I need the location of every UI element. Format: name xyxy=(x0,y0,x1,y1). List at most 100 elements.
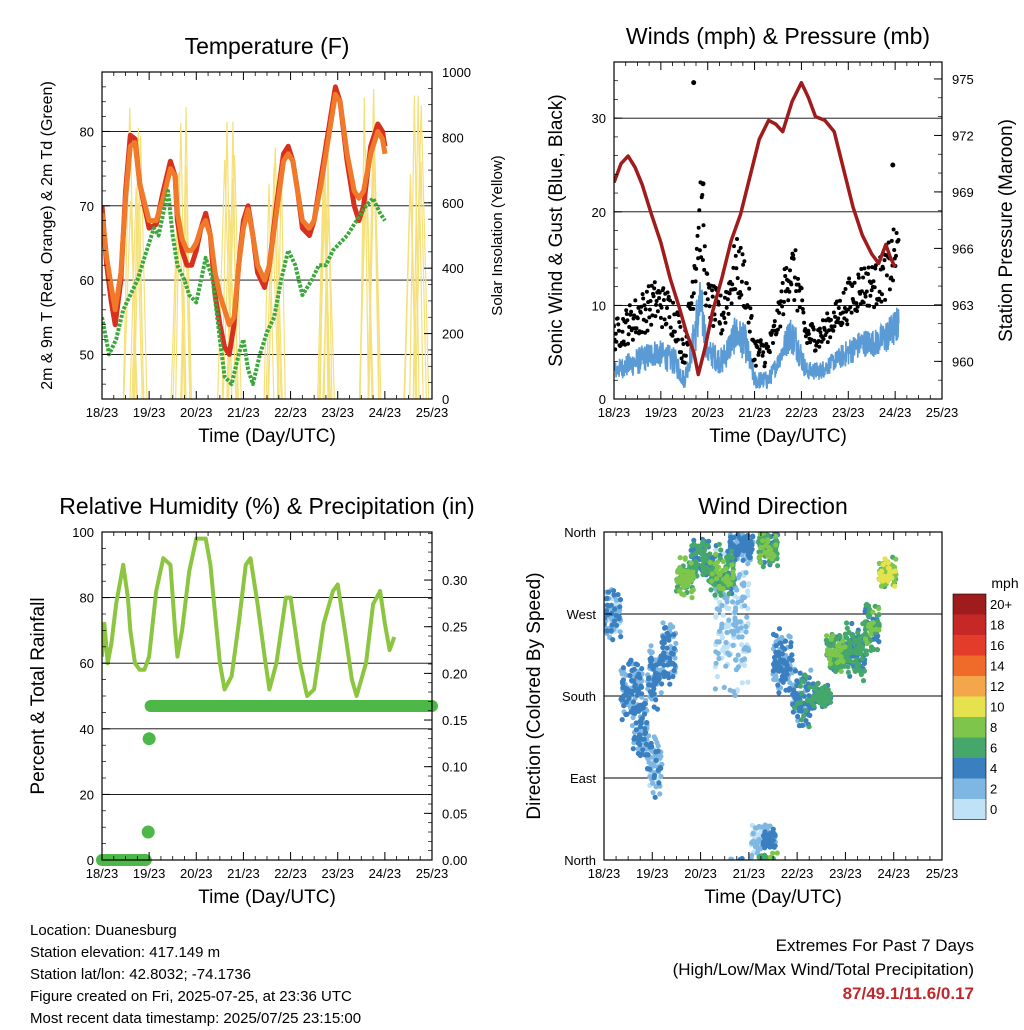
y-tick-label: 60 xyxy=(80,273,94,288)
y-tick-label: 40 xyxy=(80,722,94,737)
x-tick-label: 25/23 xyxy=(416,405,449,420)
y-tick-label: 60 xyxy=(80,656,94,671)
plot-area xyxy=(102,536,397,698)
station-info: Location: Duanesburg Station elevation: … xyxy=(30,920,361,1030)
station-latlon: Station lat/lon: 42.8032; -74.1736 xyxy=(30,966,252,983)
x-tick-label: 21/23 xyxy=(738,405,771,420)
y-right-tick-label: 600 xyxy=(442,196,464,211)
legend-swatch xyxy=(953,758,986,779)
y-right-tick-label: 0.10 xyxy=(442,760,467,775)
x-tick-label: 24/23 xyxy=(369,866,402,881)
legend-label: 16 xyxy=(990,638,1004,653)
x-tick-label: 19/23 xyxy=(133,866,166,881)
y-right-tick-label: 0.20 xyxy=(442,666,467,681)
x-tick-label: 24/23 xyxy=(877,866,910,881)
x-tick-label: 25/23 xyxy=(926,405,959,420)
plot-area xyxy=(604,532,899,860)
x-tick-label: 18/23 xyxy=(86,866,119,881)
temperature-panel: 18/23 19/23 20/23 21/23 22/23 23/23 24/23 25/23… xyxy=(39,33,506,447)
y-right-tick-label: 800 xyxy=(442,130,464,145)
y-right-tick-label: 0.05 xyxy=(442,806,467,821)
y-tick-label: 100 xyxy=(72,525,94,540)
x-tick-label: 21/23 xyxy=(733,866,766,881)
y-right-tick-label: 0.30 xyxy=(442,573,467,588)
x-tick-label: 20/23 xyxy=(691,405,724,420)
solar-trace xyxy=(404,183,417,399)
humidity-line xyxy=(102,536,397,698)
direction-panel: 18/23 19/23 20/23 21/23 22/23 23/23 24/23 25/23… xyxy=(524,493,958,908)
pressure-line xyxy=(614,80,897,377)
chart-title: Relative Humidity (%) & Precipitation (i… xyxy=(59,493,474,519)
x-axis-label: Time (Day/UTC) xyxy=(198,426,336,447)
legend-label: 12 xyxy=(990,679,1004,694)
x-tick-label: 19/23 xyxy=(636,866,669,881)
x-tick-label: 20/23 xyxy=(684,866,717,881)
solar-trace xyxy=(123,201,138,399)
solar-trace xyxy=(414,161,427,399)
x-axis-label: Time (Day/UTC) xyxy=(709,426,847,447)
rain-dots xyxy=(96,700,438,867)
chart-title: Winds (mph) & Pressure (mb) xyxy=(626,23,930,49)
plot-area xyxy=(102,84,430,399)
chart-title: Temperature (F) xyxy=(185,33,350,59)
y-tick-label: 50 xyxy=(80,347,94,362)
y-tick-label: North xyxy=(564,525,596,540)
speed-legend: mph 20+ 18 16 14 12 10 8 6 4 2 0 xyxy=(952,575,1019,820)
solar-trace xyxy=(131,203,145,399)
legend-label: 2 xyxy=(990,782,997,797)
solar-trace xyxy=(175,123,187,399)
x-tick-label: 22/23 xyxy=(781,866,814,881)
legend-swatch xyxy=(953,594,986,615)
x-tick-label: 20/23 xyxy=(180,405,213,420)
legend-label: 4 xyxy=(990,761,997,776)
sonic-wind-series xyxy=(614,281,900,390)
plot-area xyxy=(614,80,901,390)
y-axis-label: Percent & Total Rainfall xyxy=(28,597,49,794)
x-tick-label: 25/23 xyxy=(926,866,959,881)
x-tick-label: 23/23 xyxy=(832,405,865,420)
y-tick-label: South xyxy=(562,689,596,704)
extremes-box: Extremes For Past 7 Days (High/Low/Max W… xyxy=(673,934,974,1006)
y-right-tick-label: 0.15 xyxy=(442,713,467,728)
x-tick-label: 18/23 xyxy=(598,405,631,420)
x-tick-label: 22/23 xyxy=(274,405,307,420)
y-tick-label: 70 xyxy=(80,199,94,214)
plot-frame xyxy=(101,531,433,861)
y-right-tick-label: 0.25 xyxy=(442,620,467,635)
solar-trace xyxy=(413,105,430,399)
solar-trace xyxy=(359,97,370,399)
x-tick-label: 23/23 xyxy=(321,866,354,881)
y-tick-label: East xyxy=(570,771,596,786)
y-tick-label: West xyxy=(567,607,597,622)
y-right-tick-label: 969 xyxy=(952,185,974,200)
extremes-title: Extremes For Past 7 Days xyxy=(775,936,974,955)
figure-created: Figure created on Fri, 2025-07-25, at 23… xyxy=(30,988,352,1005)
legend-label: 10 xyxy=(990,700,1004,715)
direction-dot-group xyxy=(673,532,899,860)
y-tick-label: 20 xyxy=(592,205,606,220)
x-axis-label: Time (Day/UTC) xyxy=(198,887,336,908)
solar-trace xyxy=(263,183,275,399)
legend-frame xyxy=(952,593,987,820)
x-tick-label: 24/23 xyxy=(369,405,402,420)
y-axis-label: 2m & 9m T (Red, Orange) & 2m Td (Green) xyxy=(39,81,56,390)
legend-label: 8 xyxy=(990,720,997,735)
x-tick-label: 20/23 xyxy=(180,866,213,881)
solar-trace xyxy=(133,135,148,399)
direction-dot-group xyxy=(604,547,766,859)
y-tick-label: 0 xyxy=(87,853,94,868)
y-right-tick-label: 960 xyxy=(952,354,974,369)
legend-label: 6 xyxy=(990,741,997,756)
y-axis-label: Direction (Colored By Speed) xyxy=(524,572,545,819)
y-right-tick-label: 966 xyxy=(952,241,974,256)
solar-trace xyxy=(267,147,283,399)
y-tick-label: North xyxy=(564,853,596,868)
y-tick-label: 10 xyxy=(592,298,606,313)
legend-swatch xyxy=(953,696,986,717)
x-tick-label: 18/23 xyxy=(86,405,119,420)
x-axis-label: Time (Day/UTC) xyxy=(704,887,842,908)
extremes-subtitle: (High/Low/Max Wind/Total Precipitation) xyxy=(672,960,974,979)
x-tick-label: 24/23 xyxy=(879,405,912,420)
rain-point xyxy=(141,825,155,839)
x-tick-label: 23/23 xyxy=(321,405,354,420)
